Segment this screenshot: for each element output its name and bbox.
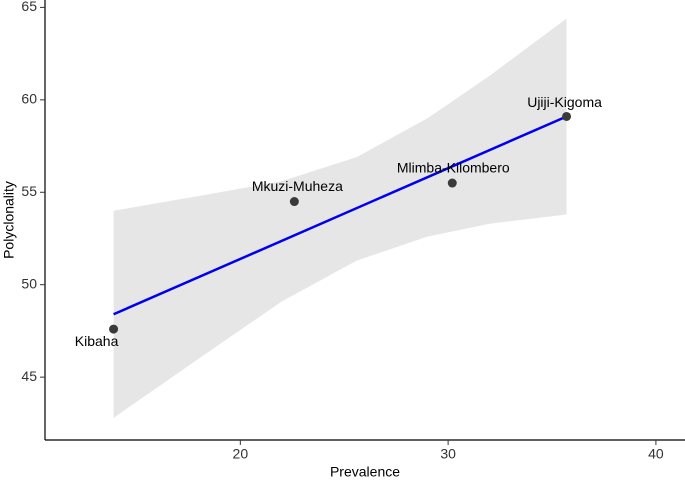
y-tick-label: 55 <box>21 183 37 199</box>
y-tick-label: 60 <box>21 91 37 107</box>
point-label: Ujiji-Kigoma <box>527 94 602 110</box>
x-tick-label: 20 <box>233 446 249 462</box>
point-label: Mkuzi-Muheza <box>252 178 343 194</box>
confidence-band <box>113 18 567 418</box>
data-point <box>562 111 572 121</box>
x-tick-label: 40 <box>648 446 664 462</box>
data-point <box>289 197 299 207</box>
y-tick-label: 45 <box>21 368 37 384</box>
x-axis-title: Prevalence <box>330 464 400 480</box>
y-tick-label: 50 <box>21 275 37 291</box>
fit-line <box>113 115 568 316</box>
point-label: Mlimba-Kilombero <box>397 160 510 176</box>
data-point <box>109 324 119 334</box>
x-tick-label: 30 <box>440 446 456 462</box>
point-label: Kibaha <box>75 333 119 349</box>
y-axis-title: Polyclonality <box>1 181 17 259</box>
y-tick-label: 65 <box>21 0 37 14</box>
data-point <box>447 178 457 188</box>
